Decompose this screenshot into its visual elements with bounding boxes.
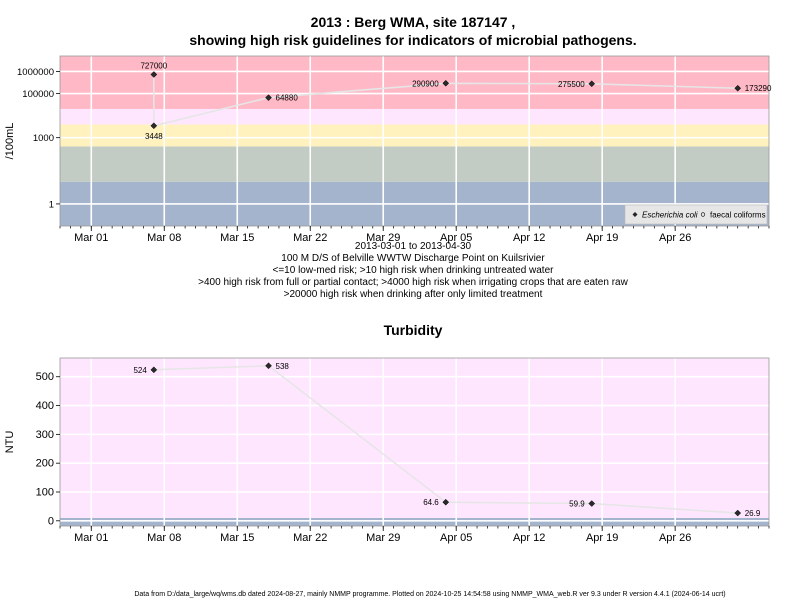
y-axis-label: NTU [4, 431, 16, 454]
x-tick-label: Apr 05 [440, 532, 472, 544]
ecoli-data-point [265, 94, 272, 102]
turbidity-data-label: 64.6 [423, 498, 439, 507]
ecoli-data-label: 290900 [412, 79, 439, 88]
legend-box [624, 204, 768, 225]
turbidity-data-point [442, 498, 450, 506]
chart-title-line-1: 2013 : Berg WMA, site 187147 , [311, 14, 516, 30]
legend-faecal-marker [700, 212, 706, 217]
x-tick-label: Mar 22 [293, 532, 327, 544]
ecoli-data-point [150, 71, 158, 78]
x-tick-label: Mar 29 [366, 232, 400, 244]
y-tick-label: 500 [36, 371, 54, 383]
ecoli-series-line [153, 74, 738, 127]
x-tick-label: Mar 15 [220, 232, 254, 244]
y-tick-label: 300 [36, 429, 54, 441]
x-tick-label: Apr 12 [513, 532, 545, 544]
ecoli-data-point [588, 80, 596, 88]
turbidity-chart: Turbidity Mar 01 Mar 08 Mar 15 Mar 22 Mar 29 A… [4, 322, 770, 544]
y-tick-label: 1000 [33, 133, 54, 144]
date-range-label: 2013-03-01 to 2013-04-30 [355, 241, 472, 252]
y-tick-label: 100 [36, 486, 54, 498]
site-description: 100 M D/S of Belville WWTW Discharge Poi… [281, 253, 545, 264]
turbidity-data-point [150, 366, 158, 374]
legend-faecal-label: faecal coliforms [710, 211, 766, 220]
y-tick-label: 100000 [22, 89, 54, 100]
x-tick-label: Apr 26 [659, 532, 691, 544]
x-tick-label: Mar 08 [147, 532, 181, 544]
x-tick-label: Mar 29 [366, 532, 400, 544]
ecoli-data-point [442, 79, 450, 87]
turbidity-data-point [588, 500, 596, 507]
turbidity-data-label: 538 [276, 362, 290, 371]
guideline-note-1: <=10 low-med risk; >10 high risk when dr… [273, 265, 555, 276]
y-tick-label: 1 [49, 199, 54, 210]
ecoli-data-label: 3448 [145, 132, 163, 141]
band [60, 517, 769, 526]
x-tick-label: Apr 19 [586, 532, 618, 544]
guideline-note-3: >20000 high risk when drinking after onl… [284, 289, 543, 300]
y-tick-label: 1000000 [17, 67, 54, 78]
band [60, 56, 769, 109]
ecoli-data-point [734, 84, 742, 92]
turbidity-data-label: 26.9 [745, 509, 761, 518]
x-tick-label: Apr 26 [659, 232, 691, 244]
x-tick-label: Mar 01 [74, 532, 108, 544]
turbidity-data-point [734, 509, 742, 517]
y-axis-label: /100mL [4, 123, 16, 160]
x-tick-label: Mar 08 [147, 232, 181, 244]
chart-title-line-2: showing high risk guidelines for indicat… [189, 32, 636, 48]
ecoli-data-point [150, 122, 158, 130]
footer-note: Data from D:/data_large/wq/wms.db dated … [134, 591, 725, 598]
turbidity-data-label: 59.9 [569, 500, 585, 509]
ecoli-data-label: 727000 [140, 61, 167, 70]
x-tick-label: Apr 05 [440, 232, 472, 244]
turbidity-data-point [265, 362, 272, 370]
ecoli-data-label: 275500 [558, 80, 585, 89]
legend-ecoli-marker [632, 211, 638, 218]
chart-legend: Escherichia coli faecal coliforms [624, 204, 768, 225]
ecoli-data-label: 64880 [276, 94, 299, 103]
ecoli-chart: Mar 01 Mar 08 Mar 15 Mar 22 Mar 29 Apr 05 Apr … [4, 55, 772, 244]
band [60, 358, 769, 518]
guideline-note-2: >400 high risk from full or partial cont… [198, 277, 628, 288]
turbidity-data-label: 524 [133, 366, 147, 375]
x-tick-label: Mar 22 [293, 232, 327, 244]
band [60, 124, 769, 147]
x-tick-label: Mar 01 [74, 232, 108, 244]
ecoli-data-label: 173290 [745, 84, 772, 93]
y-tick-label: 0 [48, 515, 54, 527]
x-tick-label: Apr 12 [513, 232, 545, 244]
turbidity-title: Turbidity [384, 322, 443, 338]
y-tick-label: 200 [36, 458, 54, 470]
y-tick-label: 400 [36, 400, 54, 412]
x-tick-label: Mar 15 [220, 532, 254, 544]
legend-ecoli-label: Escherichia coli [642, 211, 698, 220]
x-tick-label: Apr 19 [586, 232, 618, 244]
band [60, 146, 769, 182]
